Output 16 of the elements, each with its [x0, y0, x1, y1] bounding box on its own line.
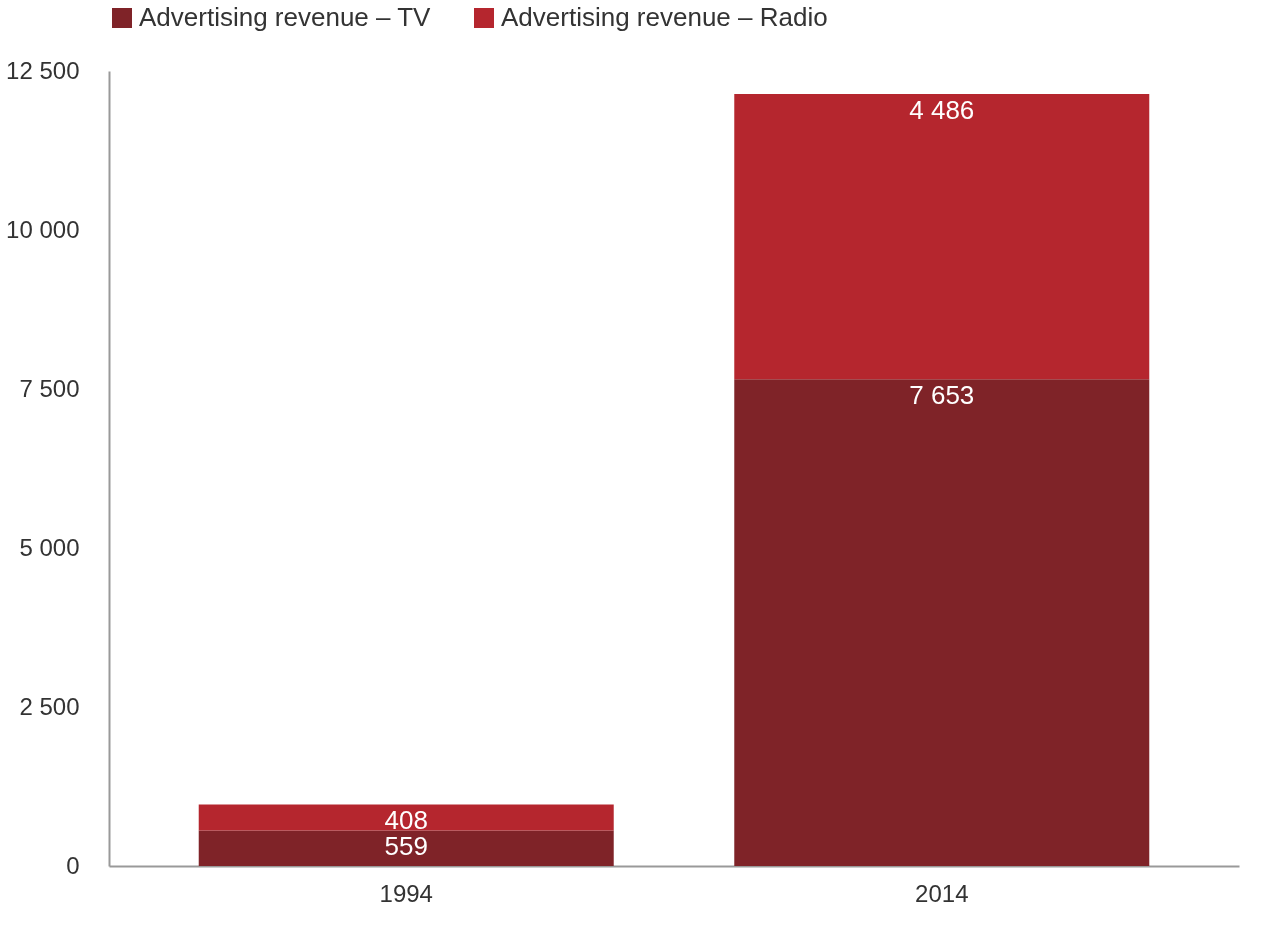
x-tick-label: 2014	[915, 879, 969, 907]
bar	[734, 379, 1150, 866]
data-label: 4 486	[909, 94, 975, 125]
legend-label: Advertising revenue – Radio	[501, 2, 828, 32]
data-label: 7 653	[909, 380, 975, 411]
legend-label: Advertising revenue – TV	[139, 2, 432, 32]
bar	[198, 830, 614, 866]
y-tick-label: 5 000	[19, 533, 80, 561]
x-tick-label: 1994	[379, 879, 433, 907]
y-tick-label: 7 500	[19, 374, 80, 402]
y-tick-label: 10 000	[6, 215, 80, 243]
y-tick-label: 0	[66, 851, 80, 879]
y-tick-label: 2 500	[19, 692, 80, 720]
bar	[734, 93, 1150, 380]
y-tick-label: 12 500	[6, 56, 80, 84]
bar	[198, 804, 614, 831]
